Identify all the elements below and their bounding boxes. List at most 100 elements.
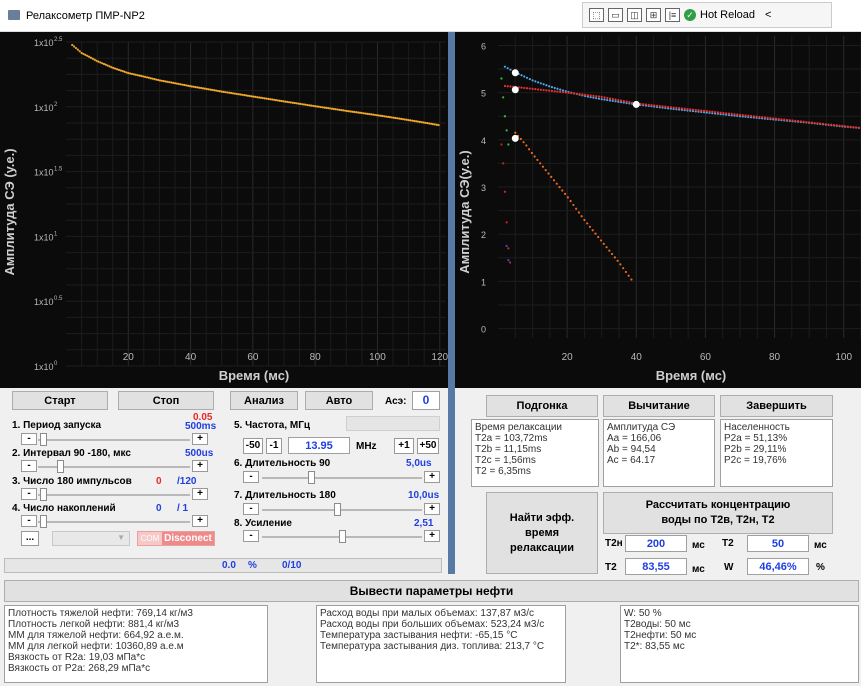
decay-point	[239, 93, 242, 96]
decay-point	[332, 107, 335, 111]
accum-slider-thumb[interactable]	[40, 515, 47, 528]
interval-plus-button[interactable]: +	[192, 460, 208, 472]
decay-point	[233, 92, 236, 95]
freq-minus50-button[interactable]: -50	[243, 438, 263, 454]
dur180-plus-button[interactable]: +	[424, 503, 440, 515]
dur90-plus-button[interactable]: +	[424, 471, 440, 483]
fit-point	[603, 98, 606, 101]
accum-slider[interactable]	[38, 521, 190, 523]
fit-point	[611, 97, 614, 101]
period-slider[interactable]	[38, 439, 190, 441]
fit-point	[591, 229, 594, 232]
analyze-button[interactable]: Анализ	[230, 391, 298, 410]
pulses-plus-button[interactable]: +	[192, 488, 208, 500]
browse-button[interactable]: ...	[21, 531, 39, 546]
port-select[interactable]: ▼	[52, 531, 130, 546]
dur180-slider-thumb[interactable]	[334, 503, 341, 516]
decay-point	[413, 119, 416, 123]
interval-slider[interactable]	[38, 466, 190, 468]
oil-line: T2воды: 50 мс	[624, 619, 691, 630]
decay-point	[259, 96, 263, 99]
fit-marker	[632, 100, 640, 108]
decay-point	[373, 113, 377, 117]
calc-concentration-button[interactable]: Рассчитать концентрацию воды по T2в, T2н…	[603, 492, 833, 534]
display-layout-icon[interactable]: ▭	[608, 8, 623, 22]
dur180-slider[interactable]	[262, 509, 422, 511]
gain-minus-button[interactable]: -	[243, 530, 259, 542]
fit-point	[617, 100, 620, 103]
subtract-button[interactable]: Вычитание	[603, 395, 715, 417]
y-tick-exponent: 1.5	[54, 167, 63, 173]
interval-slider-thumb[interactable]	[57, 460, 64, 473]
decay-point	[321, 106, 324, 109]
collapse-toolbar-button[interactable]: <	[765, 9, 772, 21]
dur180-minus-button[interactable]: -	[243, 503, 259, 515]
y-tick-label: 1x10	[34, 362, 54, 372]
track-focus-icon[interactable]: ◫	[627, 8, 642, 22]
pulses-slider-thumb[interactable]	[40, 488, 47, 501]
gain-slider-thumb[interactable]	[339, 530, 346, 543]
decay-point	[323, 106, 326, 109]
adorner-icon[interactable]: ⊞	[646, 8, 661, 22]
fit-point	[583, 218, 586, 222]
decay-point	[185, 84, 188, 87]
decay-point	[304, 103, 307, 106]
dur90-slider-thumb[interactable]	[308, 471, 315, 484]
stop-button[interactable]: Стоп	[118, 391, 214, 410]
fit-point	[563, 192, 567, 195]
component-fit-chart: 6 5 4 3 2 1 0 20 40 60 80 100 Амплитуда СЭ(у.е.) В…	[455, 32, 861, 388]
fit-point	[503, 115, 507, 118]
start-button[interactable]: Старт	[12, 391, 108, 410]
fit-point	[531, 79, 534, 82]
x-tick-label: 100	[369, 352, 386, 363]
decay-point	[276, 99, 279, 102]
dur90-minus-button[interactable]: -	[243, 471, 259, 483]
freq-plus1-button[interactable]: +1	[394, 438, 414, 454]
accum-minus-button[interactable]: -	[21, 515, 37, 527]
decay-point	[170, 81, 173, 84]
finish-button[interactable]: Завершить	[720, 395, 833, 417]
disconnect-button[interactable]: Disconect	[162, 532, 214, 545]
accum-plus-button[interactable]: +	[192, 515, 208, 527]
oil-line: Расход воды при больших объемах: 523,24 …	[320, 619, 545, 630]
fit-point	[617, 98, 620, 102]
output-oil-params-button[interactable]: Вывести параметры нефти	[4, 580, 859, 602]
fit-point	[555, 182, 558, 185]
relaxation-panel: Время релаксации T2a = 103,72ms T2b = 11…	[471, 419, 599, 487]
t2n-input[interactable]: 200	[625, 535, 687, 552]
period-plus-button[interactable]: +	[192, 433, 208, 445]
period-slider-thumb[interactable]	[40, 433, 47, 446]
fit-point	[505, 221, 508, 224]
fit-point	[622, 99, 625, 103]
decay-point	[246, 94, 250, 97]
dur90-slider[interactable]	[262, 477, 422, 479]
find-eff-relaxation-button[interactable]: Найти эфф. время релаксации	[486, 492, 598, 574]
fit-point	[507, 247, 510, 250]
binding-icon[interactable]: |≡	[665, 8, 680, 22]
freq-input[interactable]: 13.95	[288, 437, 350, 454]
pulses-slider[interactable]	[38, 494, 190, 496]
fit-point	[821, 122, 825, 125]
pulses-minus-button[interactable]: -	[21, 488, 37, 500]
t2-input[interactable]: 50	[747, 535, 809, 552]
decay-point	[370, 113, 373, 116]
oil-line: Плотность тяжелой нефти: 769,14 кг/м3	[8, 608, 193, 619]
auto-button[interactable]: Авто	[305, 391, 373, 410]
freq-minus1-button[interactable]: -1	[266, 438, 282, 454]
period-minus-button[interactable]: -	[21, 433, 37, 445]
gain-plus-button[interactable]: +	[424, 530, 440, 542]
panel-splitter[interactable]	[448, 388, 455, 574]
fit-button[interactable]: Подгонка	[486, 395, 598, 417]
hot-reload-label[interactable]: Hot Reload	[700, 9, 756, 21]
fit-point	[505, 244, 508, 248]
decay-point	[287, 101, 291, 104]
select-element-icon[interactable]: ⬚	[589, 8, 604, 22]
decay-point	[168, 81, 171, 84]
freq-plus50-button[interactable]: +50	[417, 438, 439, 454]
decay-point	[368, 113, 371, 116]
t2-result-value: 83,55	[625, 558, 687, 575]
chart-splitter[interactable]	[448, 32, 455, 388]
fit-point	[694, 108, 697, 112]
interval-minus-button[interactable]: -	[21, 460, 37, 472]
fit-point	[619, 263, 622, 266]
